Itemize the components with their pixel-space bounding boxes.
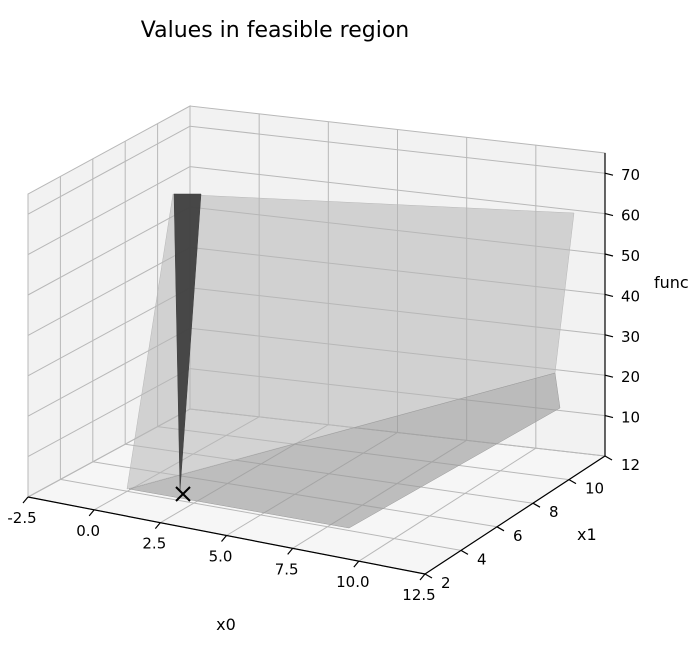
svg-text:12: 12: [621, 456, 640, 474]
svg-text:10.0: 10.0: [336, 573, 369, 591]
svg-text:4: 4: [477, 550, 487, 568]
svg-text:6: 6: [513, 527, 523, 545]
axis-label-x1: x1: [577, 525, 597, 544]
plot-svg: -2.5 0.0 2.5 5.0 7.5 10.0 12.5 2 4 6 8 10 12 10 20 30…: [0, 0, 690, 669]
figure-3d: Values in feasible region -2.50.02.55.07…: [0, 0, 690, 669]
svg-text:70: 70: [621, 166, 640, 184]
svg-text:20: 20: [621, 368, 640, 386]
svg-text:8: 8: [549, 503, 559, 521]
svg-text:-2.5: -2.5: [7, 509, 36, 527]
svg-text:60: 60: [621, 207, 640, 225]
svg-text:2.5: 2.5: [142, 535, 166, 553]
svg-text:0.0: 0.0: [76, 522, 100, 540]
svg-text:7.5: 7.5: [275, 560, 299, 578]
svg-text:30: 30: [621, 328, 640, 346]
axis-label-x0: x0: [216, 615, 236, 634]
axis-label-z: func: [654, 273, 689, 292]
axis-z: 10 20 30 40 50 60 70: [605, 153, 640, 456]
svg-text:10: 10: [621, 409, 640, 427]
svg-text:5.0: 5.0: [209, 548, 233, 566]
svg-text:12.5: 12.5: [402, 586, 435, 604]
svg-text:2: 2: [441, 574, 451, 592]
svg-text:10: 10: [585, 480, 604, 498]
svg-text:50: 50: [621, 247, 640, 265]
svg-text:40: 40: [621, 287, 640, 305]
